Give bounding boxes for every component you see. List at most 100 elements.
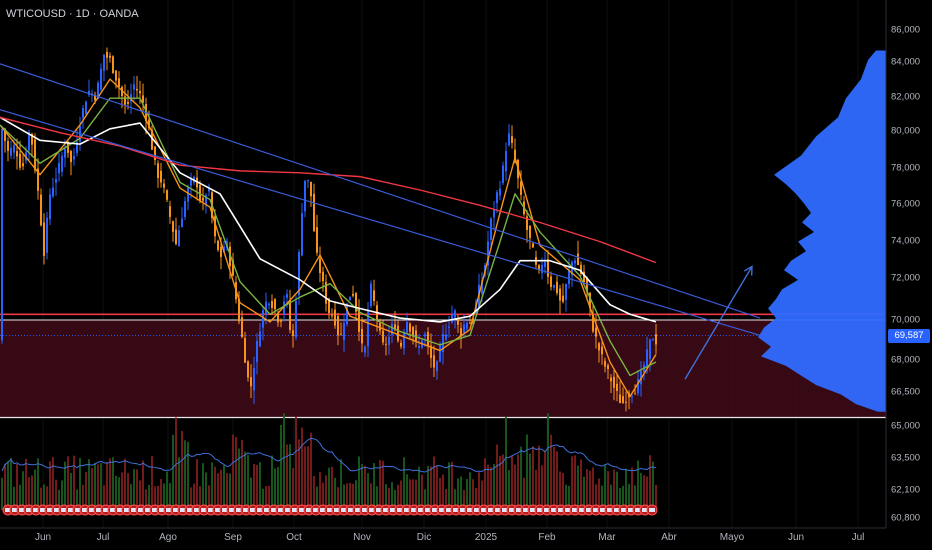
volume-bar <box>631 467 633 510</box>
candle-body <box>406 321 408 333</box>
volume-bars <box>1 413 657 510</box>
volume-bar <box>640 472 642 510</box>
candle-body <box>514 149 516 160</box>
volume-bar <box>397 484 399 510</box>
candle-body <box>583 271 585 283</box>
candle-body <box>466 322 468 329</box>
price-tick-label: 78,000 <box>891 162 921 174</box>
candle-body <box>652 339 654 341</box>
flag-icon <box>159 508 165 512</box>
volume-bar <box>529 453 531 510</box>
volume-bar <box>448 462 450 510</box>
volume-bar <box>127 473 129 510</box>
volume-bar <box>436 465 438 510</box>
volume-bar <box>319 471 321 510</box>
volume-bar <box>97 464 99 510</box>
flag-icon <box>649 508 655 512</box>
candle-body <box>214 216 216 237</box>
volume-bar <box>346 483 348 510</box>
volume-bar <box>532 446 534 510</box>
candle-body <box>40 194 42 226</box>
flag-icon <box>481 508 487 512</box>
candle-body <box>178 230 180 247</box>
volume-bar <box>595 484 597 510</box>
candle-body <box>418 346 420 348</box>
flag-icon <box>362 508 368 512</box>
moving-average-line <box>0 97 657 377</box>
candle-body <box>580 264 582 275</box>
volume-bar <box>115 475 117 510</box>
candle-body <box>541 264 543 273</box>
candle-body <box>190 177 192 186</box>
candle-body <box>565 284 567 300</box>
flag-icon <box>621 508 627 512</box>
volume-bar <box>643 475 645 510</box>
candle-body <box>247 361 249 378</box>
volume-bar <box>262 488 264 510</box>
flag-icon <box>82 508 88 512</box>
volume-bar <box>349 482 351 510</box>
volume-bar <box>334 477 336 510</box>
candle-body <box>181 218 183 228</box>
candle-body <box>157 163 159 178</box>
volume-bar <box>388 487 390 510</box>
volume-bar <box>64 461 66 510</box>
flag-icon <box>355 508 361 512</box>
volume-bar <box>517 454 519 510</box>
volume-bar <box>196 459 198 510</box>
candle-body <box>22 163 24 167</box>
candle-body <box>364 346 366 353</box>
volume-bar <box>394 489 396 510</box>
candle-body <box>610 377 612 382</box>
flag-icon <box>446 508 452 512</box>
trendlines[interactable] <box>0 63 761 380</box>
candle-body <box>526 216 528 230</box>
volume-bar <box>244 451 246 510</box>
candle-body <box>43 222 45 256</box>
volume-bar <box>94 462 96 510</box>
candle-body <box>115 70 117 81</box>
price-tick-label: 62,100 <box>891 484 921 496</box>
price-tick-label: 66,500 <box>891 386 921 398</box>
volume-bar <box>385 484 387 510</box>
event-markers[interactable] <box>2 504 658 516</box>
candle-body <box>94 94 96 101</box>
volume-bar <box>229 473 231 510</box>
price-tick-label: 76,000 <box>891 198 921 210</box>
volume-bar <box>136 469 138 510</box>
candle-body <box>259 331 261 347</box>
candle-body <box>55 178 57 183</box>
volume-bar <box>655 484 657 510</box>
candle-body <box>4 128 6 141</box>
candle-body <box>268 303 270 306</box>
candle-body <box>13 145 15 153</box>
volume-bar <box>241 439 243 510</box>
candle-body <box>49 194 51 220</box>
flag-icon <box>152 508 158 512</box>
volume-bar <box>226 473 228 510</box>
volume-bar <box>61 480 63 510</box>
time-axis[interactable]: Jun Jul Ago Sep Oct Nov Dic 2025 Feb Mar Abr Mayo Ju… <box>0 528 886 550</box>
volume-bar <box>361 463 363 510</box>
candle-body <box>391 323 393 336</box>
flag-icon <box>495 508 501 512</box>
candle-body <box>415 330 417 341</box>
flag-icon <box>208 508 214 512</box>
flag-icon <box>215 508 221 512</box>
flag-icon <box>173 508 179 512</box>
volume-bar <box>364 465 366 510</box>
candle-body <box>187 187 189 202</box>
candle-body <box>1 128 3 341</box>
flag-icon <box>488 508 494 512</box>
volume-bar <box>538 445 540 510</box>
volume-bar <box>103 485 105 510</box>
volume-bar <box>328 467 330 510</box>
price-axis[interactable]: 86,000 84,000 82,000 80,000 78,000 76,000 74,0… <box>886 0 932 528</box>
candle-body <box>148 119 150 129</box>
flag-icon <box>369 508 375 512</box>
candle-body <box>355 293 357 312</box>
candle-body <box>127 101 129 104</box>
price-tick-label: 65,000 <box>891 420 921 432</box>
volume-bar <box>109 458 111 510</box>
